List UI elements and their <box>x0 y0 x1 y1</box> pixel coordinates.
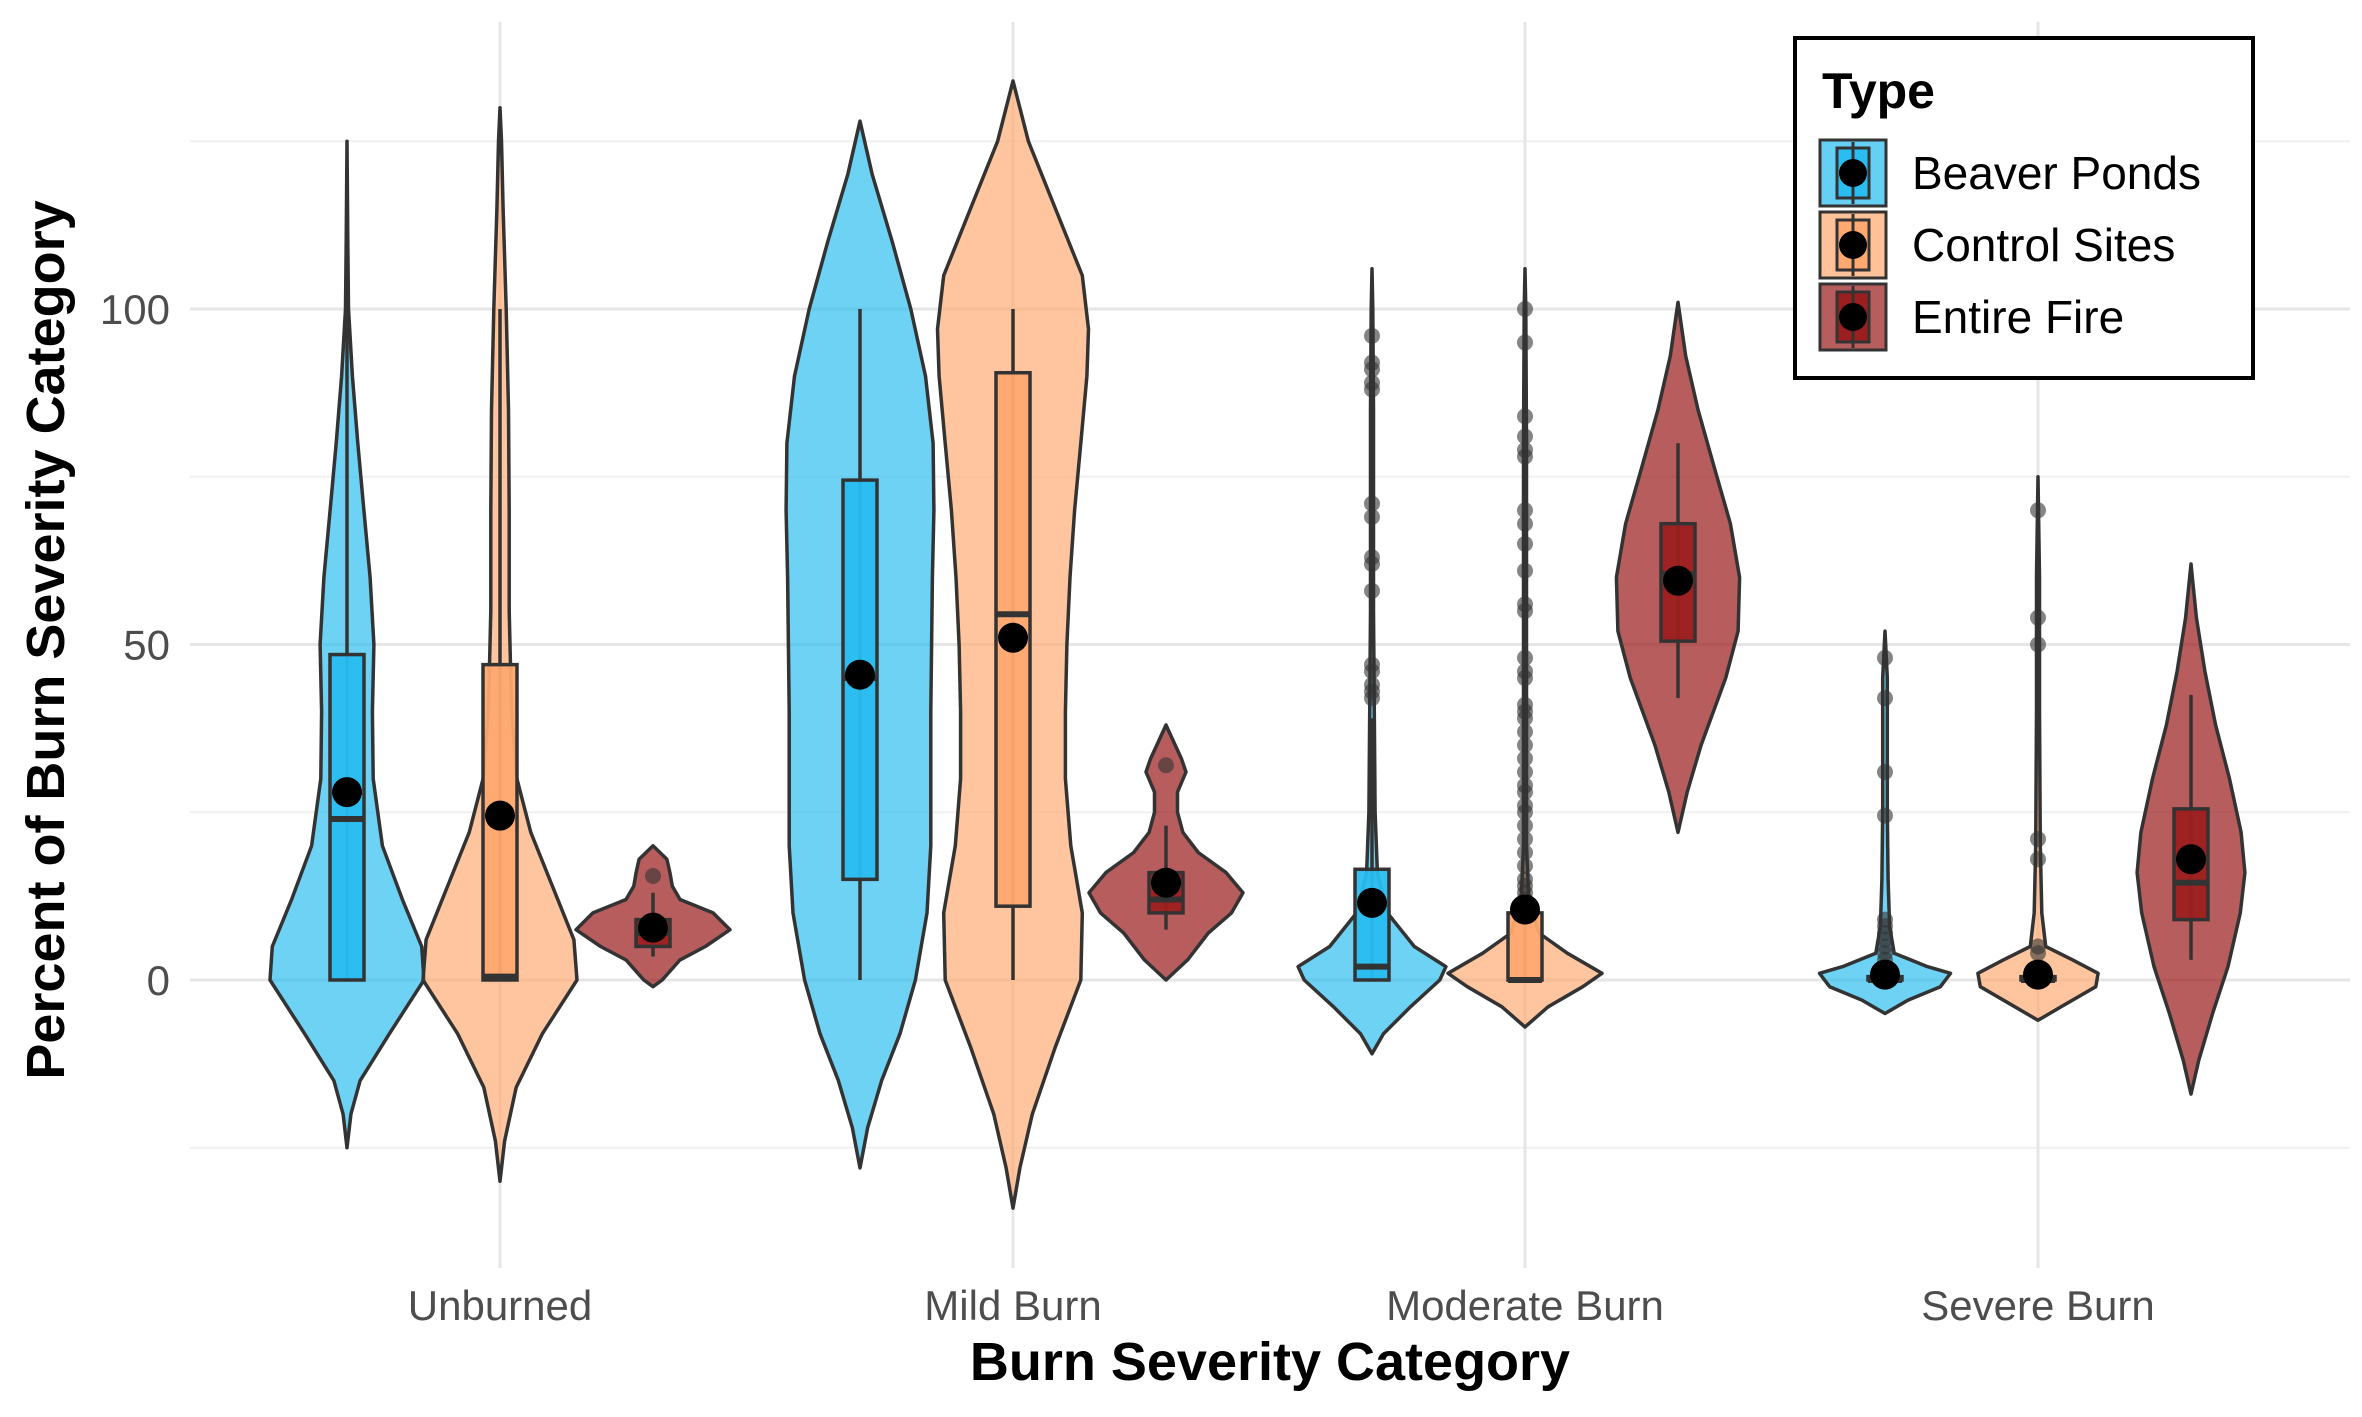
mean-point <box>1510 894 1540 925</box>
outlier-point <box>1517 844 1533 861</box>
outlier-point <box>1364 495 1380 512</box>
mean-point <box>998 622 1028 653</box>
outlier-point <box>1517 763 1533 780</box>
outlier-point <box>1517 857 1533 874</box>
legend-item: Control Sites <box>1818 210 2175 280</box>
outlier-point <box>1517 723 1533 740</box>
y-tick-label: 50 <box>123 622 170 669</box>
x-tick-label: Unburned <box>408 1282 592 1329</box>
violin-shape <box>1446 266 1604 1029</box>
outlier-layer <box>645 301 2046 968</box>
outlier-point <box>2030 831 2046 848</box>
outlier-point <box>1877 763 1893 780</box>
outlier-point <box>1364 381 1380 398</box>
outlier-point <box>1517 710 1533 727</box>
outlier-point <box>1877 649 1893 666</box>
outlier-point <box>1364 555 1380 572</box>
outlier-point <box>1517 408 1533 425</box>
y-axis-title: Percent of Burn Severity Category <box>16 200 76 1079</box>
x-axis-title: Burn Severity Category <box>970 1332 1570 1392</box>
outlier-point <box>2030 609 2046 626</box>
mean-point <box>1663 565 1693 596</box>
mean-point <box>1870 959 1900 990</box>
outlier-point <box>1517 602 1533 619</box>
mean-point <box>1357 887 1387 918</box>
outlier-point <box>1364 509 1380 526</box>
legend-item: Beaver Ponds <box>1818 138 2201 208</box>
legend-label: Entire Fire <box>1912 291 2124 343</box>
outlier-point <box>2030 636 2046 653</box>
legend-items: Beaver Ponds Control Sites Entire Fire <box>1818 138 2201 352</box>
legend-item: Entire Fire <box>1818 282 2124 352</box>
outlier-point <box>1517 804 1533 821</box>
mean-point <box>638 912 668 943</box>
mean-layer <box>332 565 2206 990</box>
y-tick-label: 0 <box>147 957 170 1004</box>
y-tick-label: 100 <box>100 286 170 333</box>
legend-label: Control Sites <box>1912 219 2175 271</box>
outlier-point <box>1364 582 1380 599</box>
outlier-point <box>1364 663 1380 680</box>
x-tick-label: Mild Burn <box>924 1282 1101 1329</box>
x-tick-label: Severe Burn <box>1921 1282 2154 1329</box>
outlier-point <box>2030 945 2046 962</box>
outlier-point <box>1517 502 1533 519</box>
legend-key-mean <box>1839 231 1867 259</box>
outlier-point <box>1517 448 1533 465</box>
x-tick-label: Moderate Burn <box>1386 1282 1664 1329</box>
legend-label: Beaver Ponds <box>1912 147 2201 199</box>
mean-point <box>2023 959 2053 990</box>
outlier-point <box>1517 817 1533 834</box>
outlier-point <box>1517 515 1533 532</box>
outlier-point <box>1517 535 1533 552</box>
outlier-point <box>1517 301 1533 317</box>
outlier-point <box>645 867 661 884</box>
outlier-point <box>1517 428 1533 445</box>
outlier-point <box>1517 649 1533 666</box>
legend-key-mean <box>1839 159 1867 187</box>
legend-key-mean <box>1839 303 1867 331</box>
violin-shape <box>1976 475 2100 1023</box>
legend: Type Beaver Ponds Control Sites Entire Fir… <box>1793 36 2255 380</box>
mean-point <box>332 777 362 808</box>
outlier-point <box>1877 690 1893 707</box>
outlier-point <box>1364 327 1380 344</box>
outlier-point <box>1364 690 1380 707</box>
outlier-point <box>1517 334 1533 351</box>
mean-point <box>845 659 875 690</box>
mean-point <box>2176 844 2206 875</box>
legend-title: Type <box>1822 63 1935 119</box>
outlier-point <box>1517 737 1533 754</box>
outlier-point <box>1517 750 1533 767</box>
outlier-point <box>1517 831 1533 848</box>
outlier-point <box>2030 502 2046 519</box>
mean-point <box>485 800 515 831</box>
outlier-point <box>1517 784 1533 801</box>
axis-layer: 0 50 100 Unburned Mild Burn Moderate Burn Seve… <box>100 286 2155 1329</box>
outlier-point <box>1877 807 1893 824</box>
outlier-point <box>1158 757 1174 774</box>
outlier-point <box>1364 361 1380 378</box>
box-iqr <box>1353 867 1391 982</box>
mean-point <box>1151 867 1181 898</box>
outlier-point <box>2030 851 2046 868</box>
outlier-point <box>1517 670 1533 687</box>
outlier-point <box>1517 562 1533 579</box>
